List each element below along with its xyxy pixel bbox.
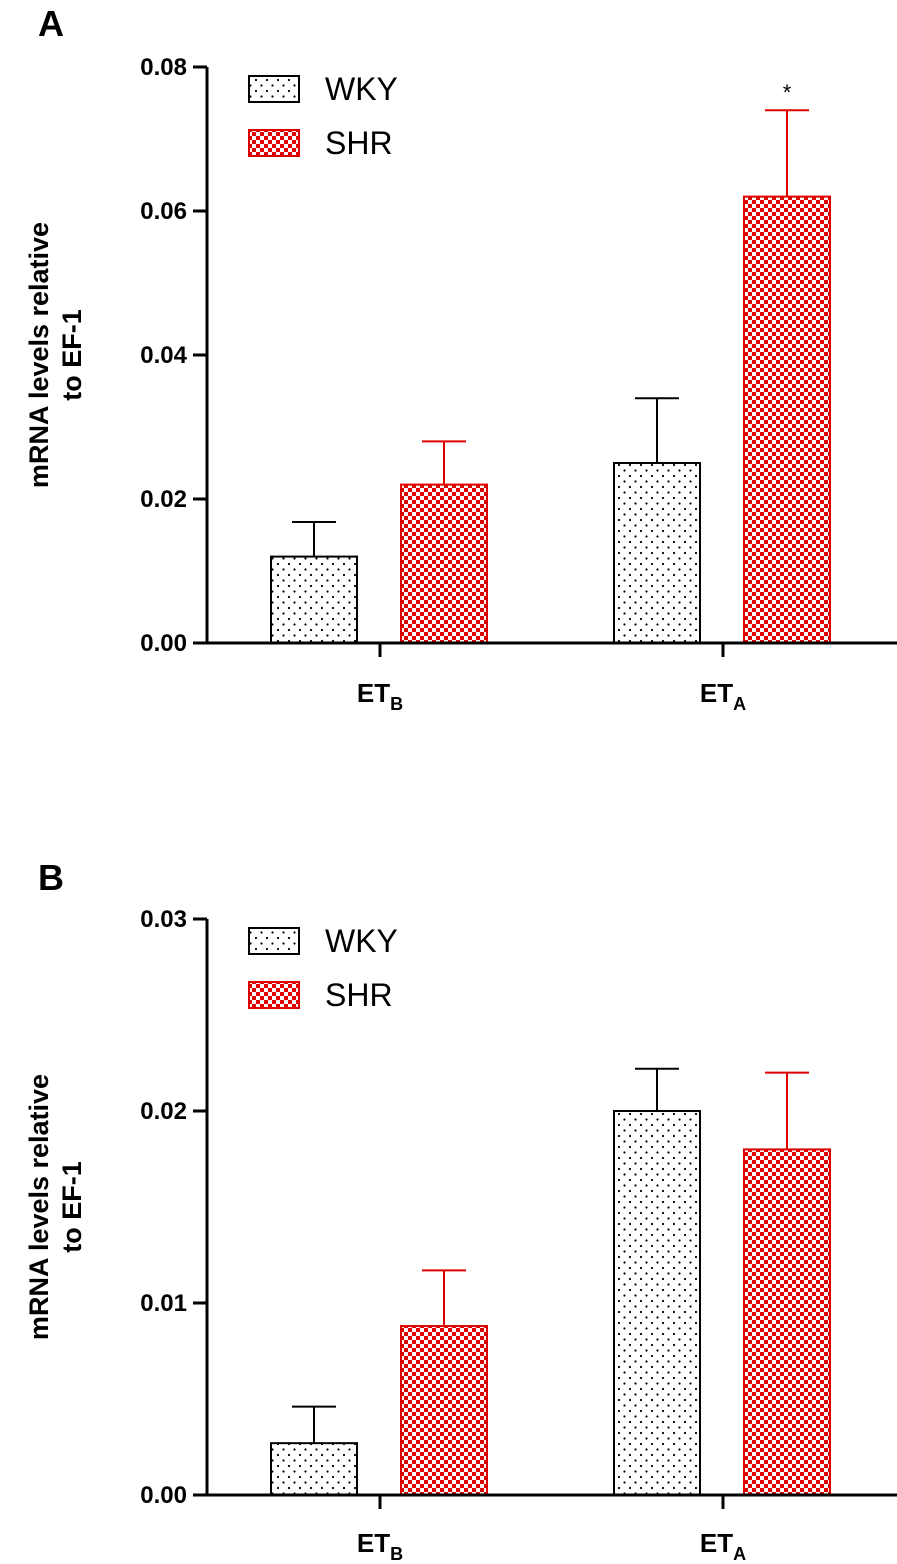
chart-a-bar-shr-1 (743, 195, 831, 644)
chart-a-legend-label-shr: SHR (325, 125, 393, 161)
chart-a-legend-swatch-wky (248, 75, 300, 103)
chart-b-bar-wky-0 (270, 1442, 358, 1497)
chart-a-y-tick-label-4: 0.08 (140, 54, 187, 81)
chart-a-y-tick-label-1: 0.02 (140, 486, 187, 513)
chart-b-x-tick-label-1: ETA (700, 1528, 746, 1564)
chart-a-panel-label: A (38, 3, 64, 44)
chart-a-y-tick-label-0: 0.00 (140, 630, 187, 657)
chart-a-legend-swatch-shr (248, 129, 300, 157)
chart-b-panel-label: B (38, 857, 64, 898)
chart-a-y-axis-title: mRNA levels relative to EF-1 (24, 222, 87, 488)
chart-b-y-tick-label-2: 0.02 (140, 1098, 187, 1125)
chart-a-x-tick-label-main-0: ET (357, 678, 390, 708)
chart-a-bar-shr-0 (400, 483, 488, 644)
chart-a-bar-wky-0 (270, 555, 358, 644)
chart-b-y-tick-label-3: 0.03 (140, 906, 187, 933)
chart-a-legend-label-wky: WKY (325, 71, 398, 107)
chart-b-bar-wky-1 (613, 1110, 701, 1496)
chart-a-y-axis-title-line: to EF-1 (57, 309, 87, 401)
chart-b-y-axis-title-line: to EF-1 (57, 1161, 87, 1253)
chart-b-legend-label-wky: WKY (325, 923, 398, 959)
chart-b-y-axis-title: mRNA levels relative to EF-1 (24, 1074, 87, 1340)
chart-a-x-tick-label-0: ETB (357, 678, 403, 714)
chart-a-x-tick-label-sub-0: B (390, 694, 403, 714)
chart-b-x-tick-label-sub-0: B (390, 1544, 403, 1564)
chart-b-x-tick-label-main-1: ET (700, 1528, 733, 1558)
chart-b-y-tick-label-1: 0.01 (140, 1290, 187, 1317)
chart-a-y-axis-title-line: mRNA levels relative (24, 222, 54, 488)
chart-a-x-tick-label-1: ETA (700, 678, 746, 714)
chart-b-x-tick-label-0: ETB (357, 1528, 403, 1564)
chart-b-legend-swatch-shr (248, 981, 300, 1009)
chart-a-bar-wky-1 (613, 462, 701, 644)
chart-a-significance-mark-0: * (783, 80, 792, 105)
chart-a-x-tick-label-main-1: ET (700, 678, 733, 708)
chart-b-legend-label-shr: SHR (325, 977, 393, 1013)
chart-a-x-tick-label-sub-1: A (733, 694, 746, 714)
chart-a-y-tick-label-2: 0.04 (140, 342, 187, 369)
chart-b-bar-shr-0 (400, 1325, 488, 1497)
chart-b-y-tick-label-0: 0.00 (140, 1482, 187, 1509)
chart-a-y-tick-label-3: 0.06 (140, 198, 187, 225)
chart-b-y-axis-title-line: mRNA levels relative (24, 1074, 54, 1340)
chart-b-x-tick-label-sub-1: A (733, 1544, 746, 1564)
chart-b-legend-swatch-wky (248, 927, 300, 955)
chart-b-bar-shr-1 (743, 1148, 831, 1497)
chart-b-x-tick-label-main-0: ET (357, 1528, 390, 1558)
